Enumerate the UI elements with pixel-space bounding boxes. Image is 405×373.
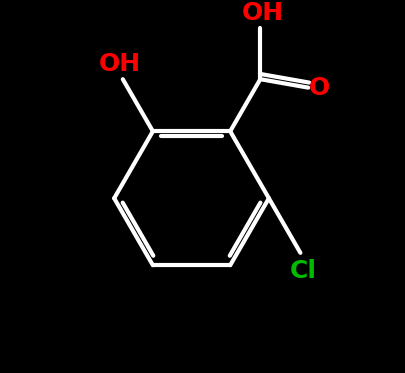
Text: OH: OH: [241, 1, 284, 25]
Text: OH: OH: [99, 52, 141, 76]
Text: O: O: [308, 76, 330, 100]
Text: Cl: Cl: [289, 258, 316, 283]
